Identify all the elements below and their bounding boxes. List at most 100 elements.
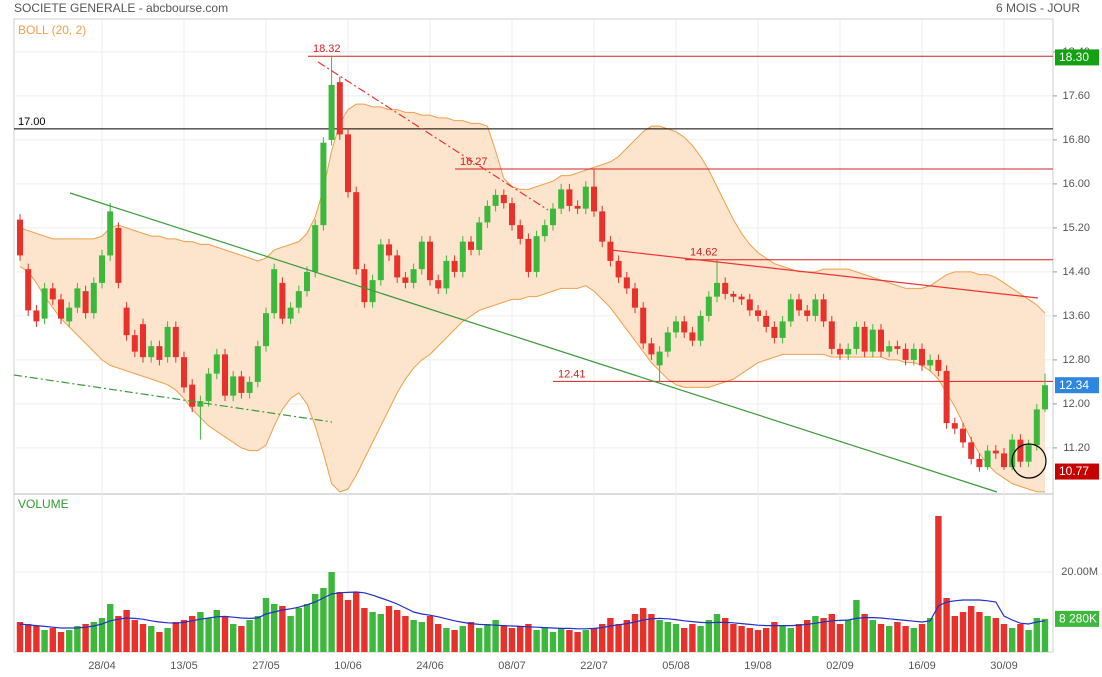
x-tick-label: 27/05 [252,660,280,672]
volume-bar [845,620,852,652]
candle-body [902,348,909,360]
volume-bar [164,628,171,652]
volume-bar [549,632,557,652]
level-label: 12.41 [558,368,586,380]
candle-body [746,299,753,311]
candle-body [582,186,589,209]
volume-bar [886,626,893,652]
volume-bar [271,604,278,652]
volume-bar [205,618,212,652]
candle-body [492,194,499,206]
candle-body [705,296,712,316]
volume-bar [312,594,319,652]
volume-bar [779,626,786,652]
indicator-label: BOLL (20, 2) [18,23,86,37]
y-tick-label: 12.80 [1062,354,1090,366]
volume-bar [254,616,261,652]
volume-bar [1000,624,1008,652]
volume-bar [139,624,147,652]
volume-bar [180,620,188,652]
badges: 18.30 12.34 10.77 8 280K [1055,49,1099,627]
y-tick-label: 12.00 [1062,398,1090,410]
volume-bar [66,630,73,652]
candle-body [279,282,286,319]
volume-bar [541,628,548,652]
candle-body [853,326,860,349]
volume-bar [656,620,663,652]
volume-bar [459,626,466,652]
candle-body [992,450,999,454]
volume-bar [648,614,655,652]
volume-bar [992,618,999,652]
candle-body [58,299,64,319]
volume-bar [336,592,343,652]
volume-bar [508,628,516,652]
volume-bar [927,618,934,652]
volume-bar [303,604,311,652]
volume-bar [156,632,163,652]
x-tick-label: 24/06 [416,660,444,672]
volume-bar [197,612,204,652]
volume-bar [828,614,835,652]
x-tick-label: 02/09 [826,660,854,672]
volume-bar [705,620,712,652]
volume-bar [763,628,770,652]
candle-body [254,346,261,382]
volume-bar [984,616,991,652]
candle-body [353,192,360,270]
volume-bar [1041,618,1049,652]
volume-bar [82,624,89,652]
volume-bar [574,632,581,652]
volume-bar [804,620,811,652]
candle-body [820,299,827,322]
volume-bar [787,628,794,652]
volume-bar [951,616,958,652]
price-badge-label: 10.77 [1059,464,1089,478]
candle-body [804,310,811,316]
x-tick-label: 16/09 [908,660,936,672]
volume-bar [836,624,844,652]
volume-bar [771,622,778,652]
price-badge [1055,377,1099,394]
candle-body [49,288,56,300]
candle-body [779,321,786,338]
y-tick-label: 13.60 [1062,310,1090,322]
candle-body [869,329,876,352]
candle-body [25,269,32,311]
volume-bar [418,622,425,652]
volume-bar [943,598,950,652]
candle-body [837,348,843,355]
volume-bar [295,608,302,652]
volume-bar [558,628,565,652]
volume-bar [935,516,942,652]
candle-body [607,241,614,261]
volume-bar [820,618,827,652]
candle-body [386,244,392,256]
price-badge-label: 18.30 [1059,50,1089,64]
candle-body [1025,445,1032,462]
candle-body [591,186,597,212]
candle-body [730,293,737,297]
candle-body [295,291,302,308]
price-badge [1055,49,1099,66]
chart-title: SOCIETE GENERALE - abcbourse.com [14,1,228,15]
trend-line [69,192,998,493]
candle-body [197,401,204,407]
volume-bar [16,622,24,652]
candle-body [238,376,245,393]
candle-body [443,260,450,289]
candle-body [287,307,294,319]
candle-body [172,326,179,358]
candle-body [74,288,81,308]
volume-bar [476,628,483,652]
volume-ma [19,591,1046,630]
candle-body [689,332,696,341]
candle-body [222,354,228,396]
candle-body [435,280,442,289]
x-tick-label: 10/06 [334,660,362,672]
candle-body [99,255,105,283]
volume-bar [57,632,65,652]
candle-body [574,205,581,209]
candle-body [205,373,212,402]
